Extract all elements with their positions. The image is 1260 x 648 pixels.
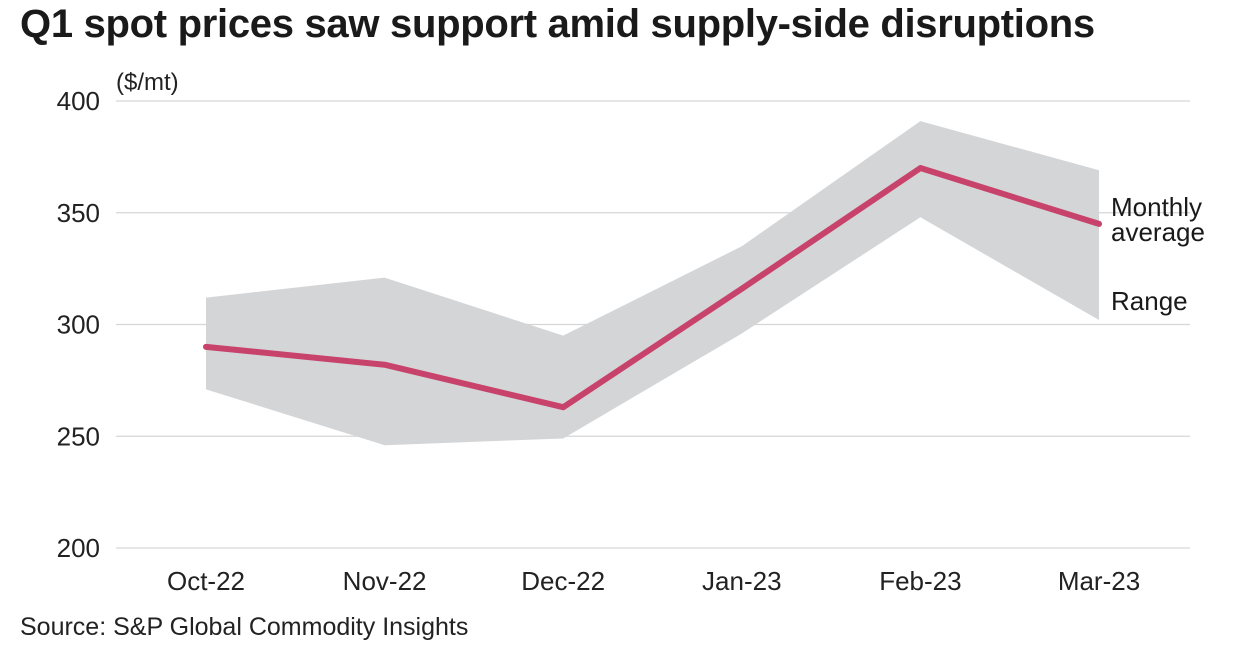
legend-average-line1: Monthly bbox=[1111, 192, 1202, 222]
x-tick-label: Jan-23 bbox=[702, 566, 782, 596]
average-series-line bbox=[203, 165, 1102, 411]
chart-title: Q1 spot prices saw support amid supply-s… bbox=[20, 2, 1095, 46]
source-note: Source: S&P Global Commodity Insights bbox=[20, 613, 469, 641]
x-tick-label: Dec-22 bbox=[521, 566, 605, 596]
y-tick-label: 300 bbox=[57, 310, 100, 340]
y-tick-label: 250 bbox=[57, 421, 100, 451]
y-axis-unit: ($/mt) bbox=[116, 69, 179, 96]
x-axis-ticks: Oct-22 Nov-22 Dec-22 Jan-23 Feb-23 Mar-23 bbox=[167, 566, 1140, 596]
average-line bbox=[203, 165, 1102, 411]
y-axis-ticks: 400 350 300 250 200 bbox=[57, 86, 100, 563]
range-band bbox=[206, 121, 1099, 446]
x-tick-label: Oct-22 bbox=[167, 566, 245, 596]
legend-range-label: Range bbox=[1111, 286, 1188, 316]
y-tick-label: 350 bbox=[57, 198, 100, 228]
y-tick-label: 200 bbox=[57, 533, 100, 563]
y-tick-label: 400 bbox=[57, 86, 100, 116]
legend-average-line2: average bbox=[1111, 217, 1205, 247]
x-tick-label: Nov-22 bbox=[343, 566, 427, 596]
x-tick-label: Feb-23 bbox=[879, 566, 961, 596]
x-tick-label: Mar-23 bbox=[1058, 566, 1140, 596]
range-area bbox=[206, 121, 1099, 446]
